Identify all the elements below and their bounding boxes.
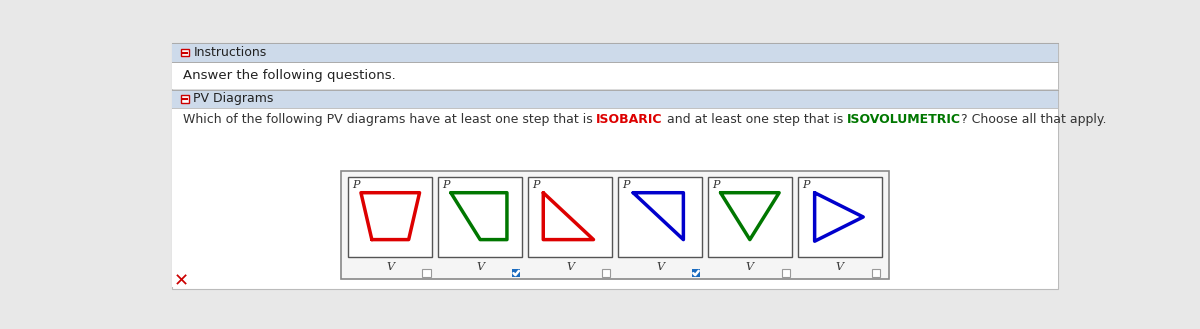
Text: V: V	[835, 262, 844, 272]
Bar	[422, 269, 431, 277]
Text: P: P	[442, 180, 450, 190]
Bar	[781, 269, 790, 277]
Bar	[172, 108, 1058, 287]
Bar	[181, 95, 188, 103]
Text: V: V	[656, 262, 664, 272]
Bar	[341, 171, 889, 279]
Bar	[708, 177, 792, 257]
Text: Answer the following questions.: Answer the following questions.	[182, 69, 395, 82]
Text: P: P	[802, 180, 809, 190]
Bar	[172, 89, 1058, 108]
Bar	[618, 177, 702, 257]
Text: V: V	[386, 262, 395, 272]
Text: V: V	[476, 262, 484, 272]
Text: P: P	[353, 180, 360, 190]
Bar	[798, 177, 882, 257]
Bar	[438, 177, 522, 257]
Bar	[172, 62, 1058, 89]
Bar	[602, 269, 611, 277]
Text: Instructions: Instructions	[193, 46, 266, 59]
Text: ISOVOLUMETRIC: ISOVOLUMETRIC	[847, 113, 961, 126]
Text: Which of the following PV diagrams have at least one step that is: Which of the following PV diagrams have …	[182, 113, 596, 126]
Bar	[348, 177, 432, 257]
Bar	[181, 49, 188, 56]
Text: and at least one step that is: and at least one step that is	[662, 113, 847, 126]
Text: ? Choose all that apply.: ? Choose all that apply.	[961, 113, 1106, 126]
Bar	[871, 269, 880, 277]
Bar	[172, 43, 1058, 62]
Text: ISOBARIC: ISOBARIC	[596, 113, 662, 126]
Text: V: V	[746, 262, 754, 272]
Text: P: P	[532, 180, 540, 190]
Text: P: P	[622, 180, 630, 190]
Text: ✕: ✕	[174, 272, 188, 290]
Bar	[691, 269, 701, 277]
Text: P: P	[712, 180, 719, 190]
Bar	[512, 269, 521, 277]
Text: PV Diagrams: PV Diagrams	[193, 92, 274, 105]
Bar	[528, 177, 612, 257]
Text: V: V	[566, 262, 574, 272]
